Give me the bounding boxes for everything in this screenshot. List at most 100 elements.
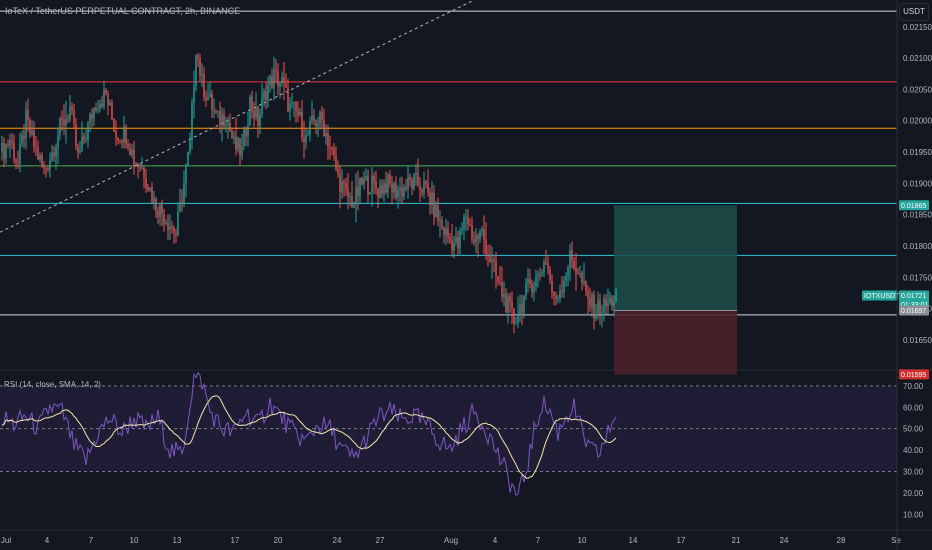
candle-body — [321, 111, 323, 120]
candle-body — [125, 126, 127, 144]
candle-body — [271, 76, 273, 88]
candle-body — [123, 126, 125, 143]
candle-body — [195, 55, 197, 87]
candle-body — [297, 110, 299, 115]
candle-body — [207, 97, 209, 100]
candle-body — [407, 176, 409, 190]
candle-body — [75, 124, 77, 147]
candle-body — [119, 140, 121, 142]
candle-body — [117, 137, 119, 141]
candle-body — [447, 228, 449, 238]
time-tick-label: 24 — [333, 536, 342, 545]
candle-body — [387, 174, 389, 193]
candle-body — [95, 107, 97, 110]
rsi-tick-label: 30.00 — [903, 467, 924, 476]
candle-body — [385, 183, 387, 193]
currency-button[interactable]: USDT — [899, 3, 929, 21]
candle-body — [419, 185, 421, 190]
candle-body — [573, 260, 575, 269]
candle-body — [593, 294, 595, 319]
candle-body — [221, 114, 223, 126]
candle-body — [235, 136, 237, 150]
candle-body — [167, 222, 169, 230]
candle-body — [499, 281, 501, 283]
candle-body — [409, 176, 411, 181]
profit-zone — [614, 205, 737, 311]
candle-body — [307, 134, 309, 136]
candle-body — [55, 146, 57, 157]
candle-body — [275, 70, 277, 72]
candle-body — [439, 219, 441, 221]
candle-body — [255, 106, 257, 118]
candle-body — [537, 274, 539, 277]
candle-body — [457, 237, 459, 249]
candle-body — [357, 187, 359, 197]
candle-body — [169, 226, 171, 230]
price-tick-label: 0.01900 — [903, 179, 932, 188]
candle-body — [127, 143, 129, 149]
time-tick-label: Se — [891, 536, 901, 545]
candle-body — [377, 189, 379, 198]
candle-body — [507, 296, 509, 313]
candle-body — [161, 204, 163, 214]
candle-body — [349, 196, 351, 198]
candle-body — [379, 185, 381, 198]
candle-body — [185, 165, 187, 183]
candle-body — [249, 96, 251, 126]
price-tag — [899, 290, 929, 301]
rsi-ma-line — [1, 395, 617, 479]
candle-body — [327, 132, 329, 147]
candle-body — [261, 98, 263, 115]
candle-body — [5, 144, 7, 159]
candle-body — [77, 146, 79, 153]
price-tick-label: 0.01750 — [903, 273, 932, 282]
candle-body — [479, 231, 481, 239]
candle-body — [183, 182, 185, 204]
candle-body — [599, 300, 601, 317]
candle-body — [423, 181, 425, 193]
candle-body — [413, 174, 415, 189]
candle-body — [603, 298, 605, 314]
price-tick-label: 0.01650 — [903, 336, 932, 345]
candle-body — [339, 173, 341, 193]
time-tick-label: 10 — [578, 536, 587, 545]
candle-body — [157, 211, 159, 218]
candle-body — [557, 298, 559, 300]
candle-body — [239, 138, 241, 156]
candle-body — [165, 222, 167, 224]
candle-body — [283, 77, 285, 84]
price-tag-label: 0.01721 — [901, 293, 926, 300]
candle-body — [191, 103, 193, 141]
candle-body — [295, 101, 297, 111]
candle-body — [291, 102, 293, 104]
candle-body — [91, 114, 93, 120]
candle-body — [559, 290, 561, 299]
candle-body — [137, 163, 139, 168]
candle-body — [443, 227, 445, 235]
candle-body — [81, 136, 83, 150]
candle-body — [163, 213, 165, 224]
candle-body — [597, 300, 599, 314]
candle-body — [313, 115, 315, 121]
candle-body — [301, 111, 303, 138]
candle-body — [159, 204, 161, 218]
price-tick-label: 0.01800 — [903, 242, 932, 251]
candle-body — [335, 156, 337, 170]
candle-body — [563, 280, 565, 292]
candle-body — [45, 167, 47, 169]
candle-body — [405, 187, 407, 190]
candle-body — [113, 118, 115, 132]
candle-body — [39, 155, 41, 160]
candle-body — [47, 167, 49, 170]
time-tick-label: 7 — [536, 536, 541, 545]
candle-body — [545, 262, 547, 264]
candle-body — [23, 135, 25, 139]
candle-body — [575, 268, 577, 274]
candle-body — [389, 174, 391, 184]
candle-body — [425, 181, 427, 184]
candle-body — [121, 140, 123, 143]
candle-body — [519, 304, 521, 316]
candle-body — [569, 250, 571, 268]
candle-body — [237, 138, 239, 150]
